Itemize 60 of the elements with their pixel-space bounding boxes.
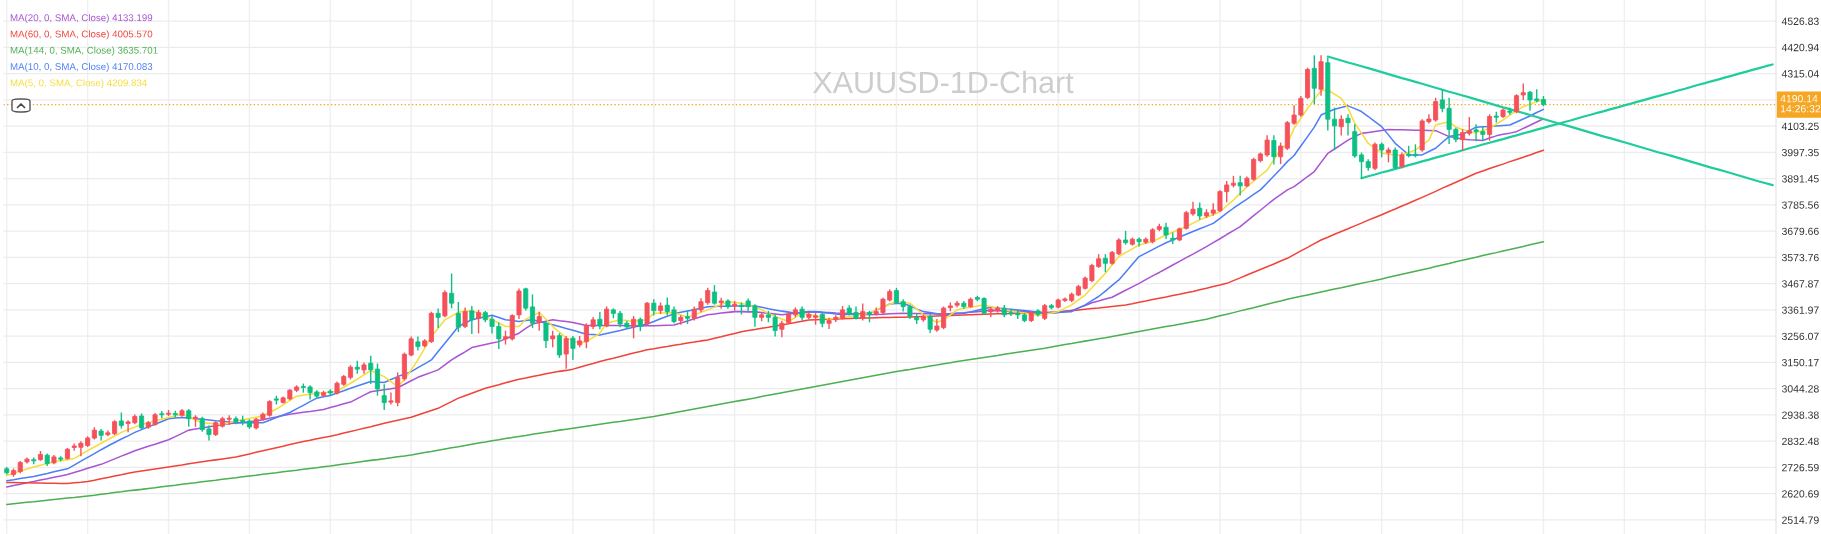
candlestick	[1487, 114, 1493, 141]
text: MA(20, 0, SMA, Close) 4133.199	[10, 14, 153, 24]
y-tick-label: 3044.28	[1781, 385, 1819, 393]
candlestick	[469, 305, 475, 334]
candlestick	[631, 315, 637, 339]
candlestick	[1271, 135, 1277, 165]
candlestick	[462, 307, 468, 328]
candlestick	[711, 285, 717, 305]
candlestick	[516, 288, 522, 320]
candlestick	[435, 308, 441, 328]
candlestick	[1338, 115, 1344, 136]
candlestick	[374, 363, 380, 396]
candlestick	[368, 355, 374, 384]
candlestick	[1392, 147, 1398, 170]
y-tick-label: 3467.87	[1781, 280, 1819, 288]
candlestick	[556, 333, 562, 358]
candlestick	[529, 294, 535, 328]
y-tick-label: 2620.69	[1782, 490, 1819, 498]
candlestick	[523, 287, 529, 311]
y-tick-label: 3679.66	[1781, 227, 1819, 236]
candlestick	[644, 302, 650, 326]
y-tick-label: 3997.35	[1781, 148, 1819, 157]
candlestick	[1278, 142, 1284, 165]
candlestick	[1345, 114, 1351, 136]
ref-line-label: 4190.14 14:26:32	[1780, 94, 1821, 113]
candlestick	[563, 335, 569, 369]
y-tick-label: 3361.97	[1781, 306, 1819, 314]
candlestick	[449, 273, 455, 309]
line-series	[6, 240, 1545, 506]
text: MA(60, 0, SMA, Close) 4005.570	[10, 30, 153, 40]
candlestick	[1237, 175, 1243, 196]
y-tick-label: 2938.38	[1782, 411, 1819, 419]
y-tick-label: 3150.17	[1781, 358, 1819, 367]
y-tick-label: 3573.76	[1781, 253, 1819, 262]
y-tick-label: 3891.45	[1781, 175, 1819, 183]
y-tick-label: 3785.56	[1781, 201, 1819, 209]
candlestick	[442, 290, 448, 318]
text: MA(5, 0, SMA, Close) 4209.834	[10, 79, 147, 89]
candlestick	[1136, 237, 1142, 247]
text: MA(144, 0, SMA, Close) 3635.701	[10, 46, 158, 56]
y-tick-label: 2832.48	[1782, 437, 1819, 446]
candlestick	[476, 309, 482, 334]
candlestick	[570, 335, 576, 360]
candlestick	[455, 302, 461, 333]
candlestick	[604, 306, 610, 328]
candlestick	[381, 384, 387, 410]
y-tick-label: 2726.59	[1782, 463, 1819, 472]
text: MA(10, 0, SMA, Close) 4170.083	[10, 62, 153, 72]
y-tick-label: 2514.79	[1782, 516, 1819, 524]
candlestick	[509, 314, 515, 341]
y-tick-label: 4103.25	[1781, 122, 1819, 130]
y-tick-label: 4420.94	[1781, 43, 1819, 52]
candlestick	[1460, 129, 1466, 151]
y-tick-label: 4315.04	[1781, 70, 1819, 78]
candlestick	[543, 320, 549, 349]
candlestick	[826, 317, 832, 329]
y-tick-label: 3256.07	[1781, 332, 1819, 341]
y-tick-label: 4526.83	[1781, 17, 1819, 25]
candlestick	[1311, 55, 1317, 105]
line-series	[1326, 55, 1774, 187]
